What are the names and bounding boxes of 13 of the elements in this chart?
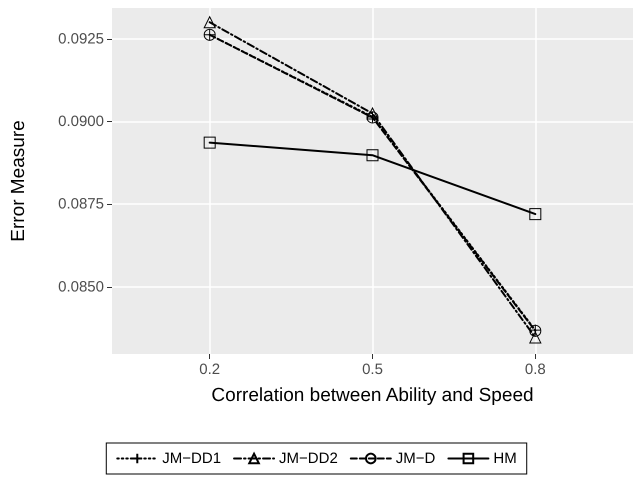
x-tick-label: 0.5 bbox=[362, 361, 383, 378]
y-axis-title: Error Measure bbox=[8, 120, 29, 242]
x-axis-title: Correlation between Ability and Speed bbox=[211, 385, 534, 406]
legend-label: JM−D bbox=[396, 450, 436, 467]
y-tick-label: 0.0850 bbox=[58, 278, 104, 296]
x-tick-label: 0.8 bbox=[524, 361, 546, 378]
x-tick-label: 0.2 bbox=[199, 361, 220, 378]
y-tick-label: 0.0925 bbox=[58, 30, 104, 48]
legend-label: JM−DD2 bbox=[279, 450, 338, 467]
legend-label: HM bbox=[493, 450, 517, 467]
y-tick-label: 0.0900 bbox=[58, 112, 104, 130]
y-tick-label: 0.0875 bbox=[58, 196, 104, 213]
legend-label: JM−DD1 bbox=[162, 450, 222, 467]
